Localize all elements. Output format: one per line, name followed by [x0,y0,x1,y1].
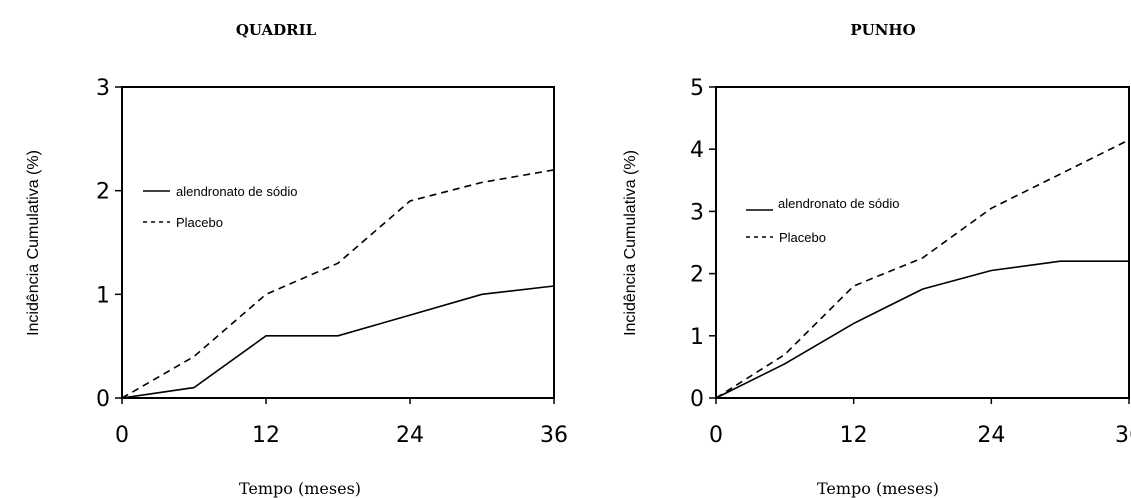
x-tick-label: 0 [709,423,723,448]
chart-title: PUNHO [850,21,915,39]
y-tick-label: 3 [690,200,704,225]
y-tick-label: 0 [690,387,704,412]
x-tick-label: 36 [540,423,568,448]
x-tick-label: 12 [840,423,868,448]
y-tick-label: 4 [690,138,704,163]
series-lines [715,139,1130,399]
series-line-alendronato [121,285,555,399]
y-tick-label: 1 [96,283,110,308]
y-tick-label: 2 [96,180,110,205]
chart-title: QUADRIL [236,21,317,39]
x-tick-label: 0 [115,423,129,448]
y-axis-label: Incidência Cumulativa (%) [622,150,639,336]
y-tick-label: 2 [690,263,704,288]
legend: alendronato de sódio Placebo [143,184,297,230]
y-tick-label: 1 [690,325,704,350]
x-tick-label: 24 [396,423,424,448]
legend: alendronato de sódio Placebo [746,196,899,245]
y-axis-label: Incidência Cumulativa (%) [25,150,42,336]
x-axis-label: Tempo (meses) [239,479,361,498]
y-tick-label: 5 [690,76,704,101]
x-axis-label: Tempo (meses) [817,479,939,498]
legend-label: alendronato de sódio [778,196,899,211]
series-line-placebo [715,139,1130,399]
chart-punho: PUNHO 0123450122436 alendronato de sódio… [622,21,1131,498]
plot-frame [121,86,555,399]
legend-label: alendronato de sódio [176,184,297,199]
tick-labels: 0123450122436 [690,76,1131,448]
legend-label: Placebo [779,230,826,245]
plot-frame [715,86,1130,399]
series-line-placebo [121,169,555,399]
y-tick-label: 3 [96,76,110,101]
x-tick-label: 12 [252,423,280,448]
y-tick-label: 0 [96,387,110,412]
x-tick-label: 24 [977,423,1005,448]
x-tick-label: 36 [1115,423,1131,448]
series-lines [121,169,555,399]
legend-label: Placebo [176,215,223,230]
series-line-alendronato [715,260,1129,399]
